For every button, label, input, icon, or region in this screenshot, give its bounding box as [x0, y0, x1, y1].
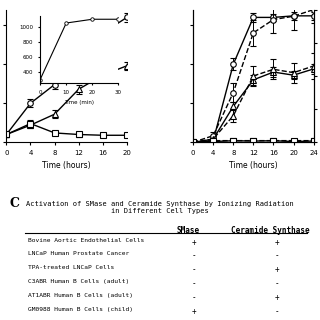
Text: AT1ABR Human B Cells (adult): AT1ABR Human B Cells (adult) — [28, 293, 133, 298]
Text: -: - — [191, 265, 196, 274]
Text: -: - — [275, 307, 279, 316]
Text: -: - — [275, 279, 279, 288]
Text: C3ABR Human B Cells (adult): C3ABR Human B Cells (adult) — [28, 279, 129, 284]
Text: +: + — [275, 293, 279, 302]
X-axis label: Time (hours): Time (hours) — [229, 162, 278, 171]
X-axis label: Time (hours): Time (hours) — [42, 162, 91, 171]
Text: +: + — [275, 265, 279, 274]
Text: LNCaP Human Prostate Cancer: LNCaP Human Prostate Cancer — [28, 252, 129, 256]
Text: C: C — [10, 196, 20, 210]
Text: Activation of SMase and Ceramide Synthase by Ionizing Radiation
in Different Cel: Activation of SMase and Ceramide Synthas… — [26, 201, 294, 214]
Text: GM0988 Human B Cells (child): GM0988 Human B Cells (child) — [28, 307, 133, 312]
Text: -: - — [191, 279, 196, 288]
Text: +: + — [275, 237, 279, 247]
Text: SMase: SMase — [176, 226, 199, 235]
Text: Bovine Aortic Endothelial Cells: Bovine Aortic Endothelial Cells — [28, 237, 144, 243]
Text: -: - — [191, 252, 196, 260]
Text: Ceramide Synthase: Ceramide Synthase — [231, 226, 310, 235]
Text: +: + — [191, 237, 196, 247]
Text: +: + — [191, 307, 196, 316]
Text: -: - — [275, 252, 279, 260]
Text: TPA-treated LNCaP Cells: TPA-treated LNCaP Cells — [28, 265, 114, 270]
Text: -: - — [191, 293, 196, 302]
